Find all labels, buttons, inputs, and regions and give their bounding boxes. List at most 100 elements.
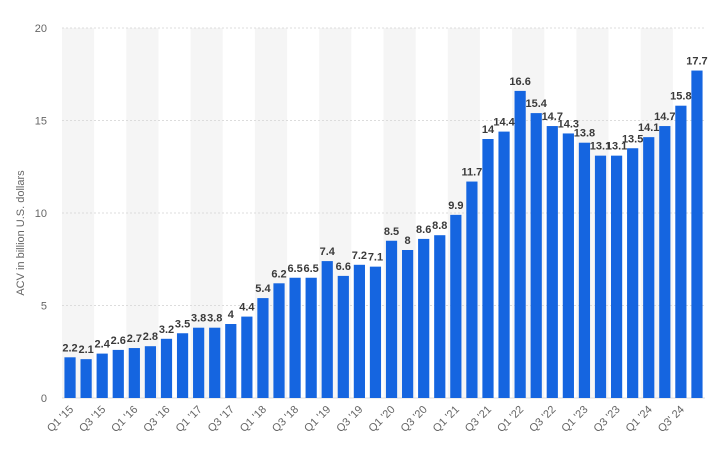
y-tick-label: 10 <box>35 208 47 220</box>
bar <box>144 346 157 398</box>
data-label: 5.4 <box>255 283 271 295</box>
data-label: 8.6 <box>416 224 431 236</box>
data-label: 7.4 <box>320 246 336 258</box>
bars <box>64 70 703 399</box>
data-label: 3.8 <box>191 313 206 325</box>
y-axis-tick-labels: 0 5 10 15 20 <box>35 23 47 405</box>
bar <box>627 148 639 398</box>
bar <box>257 298 269 398</box>
data-label: 15.8 <box>670 91 691 103</box>
x-tick-label: Q1 '18 <box>238 404 269 435</box>
x-tick-label: Q3 '15 <box>77 404 108 435</box>
bar <box>369 266 382 398</box>
data-label: 2.4 <box>95 339 111 351</box>
data-label: 13.8 <box>574 128 595 140</box>
bar <box>402 250 414 398</box>
x-tick-label: Q1 '24 <box>624 404 655 435</box>
bar <box>418 238 430 398</box>
x-tick-label: Q3 '21 <box>463 404 494 435</box>
data-label: 6.2 <box>271 268 286 280</box>
x-tick-label: Q3 '22 <box>527 404 558 435</box>
bar <box>385 240 398 398</box>
bar <box>337 275 349 398</box>
x-tick-label: Q1 '21 <box>431 404 462 435</box>
bar <box>64 357 76 398</box>
data-label: 4.4 <box>239 302 255 314</box>
data-label: 14.7 <box>654 111 675 123</box>
bar <box>80 359 92 398</box>
data-label: 8.5 <box>384 226 399 238</box>
bar <box>353 264 365 398</box>
x-tick-label: Q1 '22 <box>495 404 526 435</box>
bar <box>691 70 703 399</box>
bar <box>562 133 574 398</box>
x-tick-label: Q3' 24 <box>656 404 687 435</box>
bar <box>305 277 317 398</box>
bar <box>675 105 687 398</box>
bar <box>289 277 301 398</box>
data-label: 13.1 <box>590 141 611 153</box>
bar <box>594 155 607 398</box>
bar <box>514 90 526 399</box>
bar <box>176 333 189 398</box>
data-label: 14 <box>482 124 495 136</box>
data-label: 6.5 <box>304 263 319 275</box>
y-tick-label: 15 <box>35 116 47 128</box>
data-label: 7.1 <box>368 252 383 264</box>
data-label: 4 <box>228 309 235 321</box>
bar <box>498 131 510 398</box>
x-tick-label: Q3 '23 <box>592 404 623 435</box>
data-label: 6.6 <box>336 261 351 273</box>
x-tick-label: Q1 '20 <box>366 404 397 435</box>
bar <box>434 235 446 398</box>
data-label: 14.3 <box>558 118 579 130</box>
data-label: 14.7 <box>542 111 563 123</box>
x-tick-label: Q3 '17 <box>206 404 237 435</box>
bar <box>193 327 205 398</box>
y-axis-title: ACV in billion U.S. dollars <box>15 170 27 296</box>
data-label: 2.7 <box>127 333 142 345</box>
data-label: 7.2 <box>352 250 367 262</box>
bar <box>450 214 462 398</box>
bar <box>112 349 124 398</box>
x-tick-label: Q1 '15 <box>45 404 76 435</box>
data-label: 17.7 <box>686 56 707 68</box>
bar <box>546 126 558 399</box>
data-label: 14.1 <box>638 122 659 134</box>
bar <box>160 338 173 398</box>
data-label: 6.5 <box>287 263 302 275</box>
y-tick-label: 0 <box>41 393 47 405</box>
x-tick-label: Q3 '19 <box>334 404 365 435</box>
bar <box>643 137 655 398</box>
x-tick-label: Q1 '16 <box>109 404 140 435</box>
data-label: 8.8 <box>432 220 447 232</box>
bar <box>610 155 623 398</box>
data-labels: 2.2 2.1 2.4 2.6 2.7 2.83.2 3.5 3.8 3.8 44.45.46.2… <box>62 56 707 357</box>
y-tick-label: 20 <box>35 23 47 35</box>
data-label: 2.1 <box>78 344 93 356</box>
x-axis-tick-labels: Q1 '15 Q3 '15 Q1 '16 Q3 '16 Q1 '17 Q3 '17 Q1 '… <box>45 404 687 435</box>
data-label: 13.5 <box>622 133 643 145</box>
bar <box>578 142 591 398</box>
bar <box>209 327 221 398</box>
bar <box>321 261 333 398</box>
bar <box>466 181 478 398</box>
bar <box>225 324 237 398</box>
bar <box>241 316 253 398</box>
x-tick-label: Q1 '23 <box>559 404 590 435</box>
x-tick-label: Q1 '19 <box>302 404 333 435</box>
data-label: 14.4 <box>493 117 515 129</box>
bar <box>96 353 108 398</box>
data-label: 15.4 <box>526 98 548 110</box>
bar <box>659 126 671 399</box>
x-tick-label: Q3 '18 <box>270 404 301 435</box>
data-label: 16.6 <box>509 76 530 88</box>
data-label: 2.6 <box>111 335 126 347</box>
bar <box>530 113 542 398</box>
x-tick-label: Q3 '20 <box>399 404 430 435</box>
data-label: 2.2 <box>62 342 77 354</box>
data-label: 3.2 <box>159 324 174 336</box>
bar <box>482 139 494 398</box>
data-label: 3.8 <box>207 313 222 325</box>
